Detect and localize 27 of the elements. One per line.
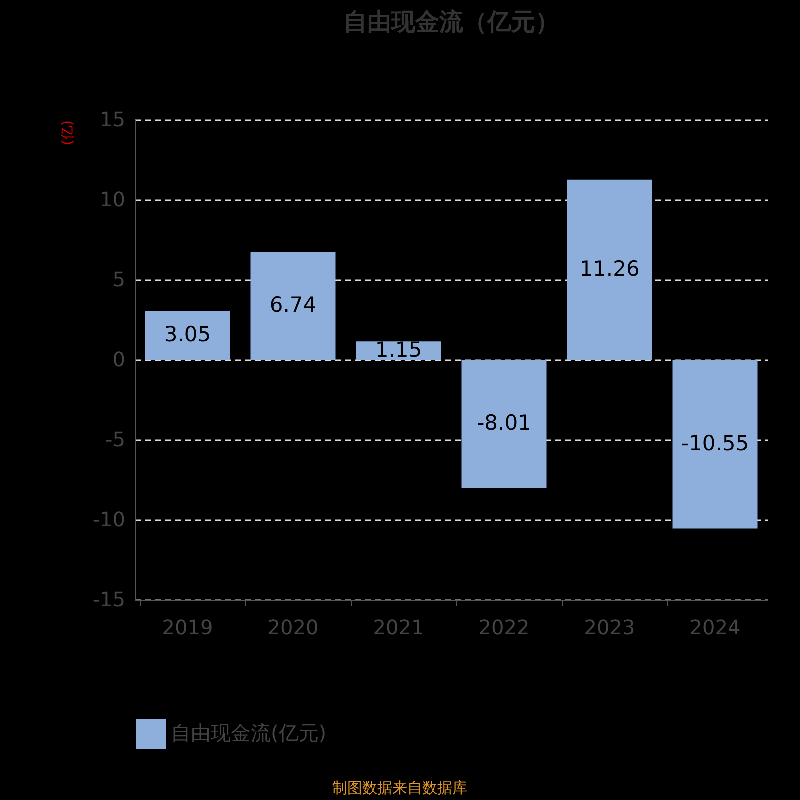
x-tick-label: 2021 xyxy=(373,616,424,640)
y-axis-title: (亿) xyxy=(60,120,76,146)
y-tick-label: 0 xyxy=(112,348,126,372)
bar xyxy=(462,360,547,488)
bar xyxy=(250,252,336,360)
legend-label: 自由现金流(亿元) xyxy=(171,721,327,745)
y-tick-label: -15 xyxy=(92,588,126,612)
text: 制图数据来自数据库 xyxy=(332,779,468,798)
x-tick-label: 2024 xyxy=(690,616,741,640)
bar xyxy=(567,180,652,360)
data-label: 11.26 xyxy=(580,256,640,281)
bar xyxy=(672,360,758,529)
data-label: 6.74 xyxy=(270,293,317,318)
y-tick-label: 15 xyxy=(100,108,126,132)
y-tick-label: -5 xyxy=(106,428,126,452)
x-tick-label: 2019 xyxy=(162,616,214,640)
x-tick-label: 2022 xyxy=(478,616,530,640)
x-tick-label: 2023 xyxy=(584,616,636,640)
data-label: -8.01 xyxy=(477,411,532,436)
y-tick-label: 10 xyxy=(100,188,126,212)
y-tick-label: 5 xyxy=(112,268,126,292)
bar xyxy=(145,311,230,360)
x-tick-label: 2020 xyxy=(268,616,319,640)
data-label: 3.05 xyxy=(164,322,212,347)
y-tick-label: -10 xyxy=(92,508,126,532)
data-label: 1.15 xyxy=(375,338,422,362)
data-label: -10.55 xyxy=(681,431,750,456)
